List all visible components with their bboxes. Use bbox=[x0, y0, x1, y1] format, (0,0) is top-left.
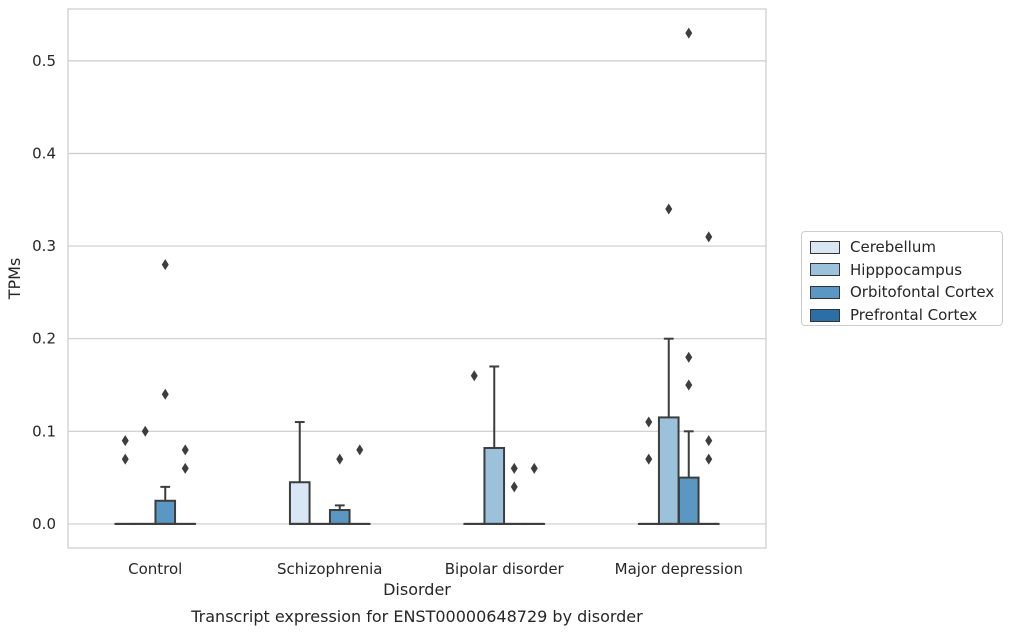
y-tick-label: 0.2 bbox=[32, 330, 56, 348]
y-tick-label: 0.1 bbox=[32, 422, 56, 440]
outlier-point bbox=[181, 462, 189, 474]
y-axis-ticks: 0.0 0.1 0.2 0.3 0.4 0.5 bbox=[32, 52, 56, 533]
outlier-point bbox=[685, 27, 693, 39]
x-tick-label: Bipolar disorder bbox=[445, 560, 565, 578]
box-body bbox=[288, 481, 311, 525]
box-hipppocampus bbox=[483, 365, 506, 525]
outlier-point bbox=[705, 231, 713, 243]
y-tick-label: 0.0 bbox=[32, 515, 56, 533]
outlier-point bbox=[705, 435, 713, 447]
outlier-point bbox=[141, 425, 149, 437]
y-axis-title: TPMs bbox=[5, 258, 24, 301]
x-tick-label: Schizophrenia bbox=[277, 560, 382, 578]
outlier-point bbox=[336, 453, 344, 465]
box-body bbox=[154, 499, 177, 525]
outlier-point bbox=[121, 435, 129, 447]
outlier-point bbox=[470, 370, 478, 382]
outlier-point bbox=[161, 388, 169, 400]
y-tick-label: 0.5 bbox=[32, 52, 56, 70]
legend-item-prefrontal-cortex: Prefrontal Cortex bbox=[810, 304, 1002, 327]
outlier-point bbox=[705, 453, 713, 465]
box-body bbox=[677, 476, 700, 525]
legend-label-prefrontal-cortex: Prefrontal Cortex bbox=[850, 306, 978, 325]
x-axis-title: Disorder bbox=[383, 580, 451, 599]
legend-label-cerebellum: Cerebellum bbox=[850, 238, 936, 257]
legend-item-hippocampus: Hipppocampus bbox=[810, 259, 1002, 282]
legend: Cerebellum Hipppocampus Orbitofontal Cor… bbox=[801, 231, 1003, 326]
outlier-point bbox=[645, 416, 653, 428]
outlier-point bbox=[645, 453, 653, 465]
outlier-point bbox=[121, 453, 129, 465]
legend-swatch-prefrontal-cortex bbox=[810, 308, 840, 322]
y-tick-label: 0.3 bbox=[32, 237, 56, 255]
legend-item-orbitofrontal-cortex: Orbitofontal Cortex bbox=[810, 281, 1002, 304]
outliers bbox=[121, 27, 713, 493]
outlier-point bbox=[510, 462, 518, 474]
box-orbitofontal-cortex bbox=[677, 430, 700, 525]
legend-label-hippocampus: Hipppocampus bbox=[850, 260, 963, 279]
box-orbitofontal-cortex bbox=[328, 504, 351, 525]
x-tick-label: Major depression bbox=[615, 560, 743, 578]
boxes bbox=[114, 337, 720, 525]
box-hipppocampus bbox=[657, 337, 680, 525]
plot-area-frame bbox=[67, 8, 767, 549]
outlier-point bbox=[510, 481, 518, 493]
box-orbitofontal-cortex bbox=[154, 485, 177, 525]
legend-swatch-orbitofrontal-cortex bbox=[810, 285, 840, 299]
box-body bbox=[657, 416, 680, 525]
outlier-point bbox=[685, 379, 693, 391]
y-tick-label: 0.4 bbox=[32, 144, 56, 162]
box-cerebellum bbox=[288, 421, 311, 525]
outlier-point bbox=[181, 444, 189, 456]
legend-item-cerebellum: Cerebellum bbox=[810, 236, 1002, 259]
chart-caption: Transcript expression for ENST0000064872… bbox=[190, 607, 643, 626]
x-axis-ticks: Control Schizophrenia Bipolar disorder Majo… bbox=[128, 560, 743, 578]
outlier-point bbox=[665, 203, 673, 215]
x-tick-label: Control bbox=[128, 560, 182, 578]
legend-label-orbitofrontal-cortex: Orbitofontal Cortex bbox=[850, 283, 995, 302]
outlier-point bbox=[161, 259, 169, 271]
outlier-point bbox=[685, 351, 693, 363]
legend-swatch-cerebellum bbox=[810, 240, 840, 254]
legend-swatch-hippocampus bbox=[810, 263, 840, 277]
box-body bbox=[328, 509, 351, 525]
outlier-point bbox=[530, 462, 538, 474]
outlier-point bbox=[356, 444, 364, 456]
box-body bbox=[483, 446, 506, 525]
